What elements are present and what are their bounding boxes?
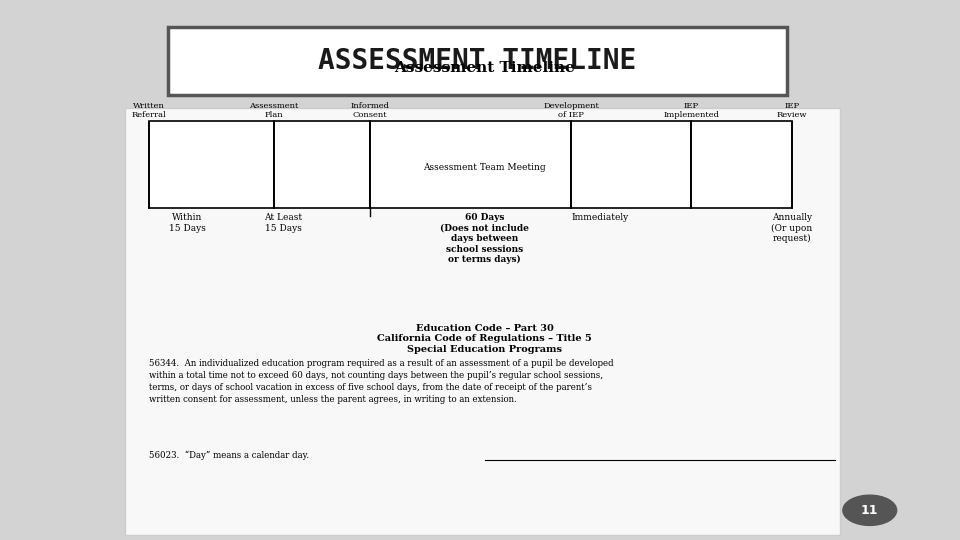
Text: Assessment Team Meeting: Assessment Team Meeting	[423, 163, 546, 172]
Text: 11: 11	[861, 504, 878, 517]
Text: Immediately: Immediately	[571, 213, 629, 222]
Text: 56023.  “Day” means a calendar day.: 56023. “Day” means a calendar day.	[149, 451, 309, 460]
Text: 56344.  An individualized education program required as a result of an assessmen: 56344. An individualized education progr…	[149, 359, 613, 403]
Text: Development
of IEP: Development of IEP	[543, 102, 599, 119]
Text: 60 Days
(Does not include
days between
school sessions
or terms days): 60 Days (Does not include days between s…	[441, 213, 529, 264]
Bar	[370, 122, 571, 208]
Text: Assessment Timeline: Assessment Timeline	[395, 60, 575, 75]
Text: Informed
Consent: Informed Consent	[350, 102, 389, 119]
Bar	[274, 122, 370, 208]
Text: At Least
15 Days: At Least 15 Days	[264, 213, 302, 233]
Bar	[149, 122, 274, 208]
Text: Written
Referral: Written Referral	[132, 102, 166, 119]
Text: Within
15 Days: Within 15 Days	[169, 213, 205, 233]
Text: Assessment
Plan: Assessment Plan	[249, 102, 299, 119]
Text: IEP
Implemented: IEP Implemented	[663, 102, 719, 119]
FancyBboxPatch shape	[125, 108, 840, 535]
FancyBboxPatch shape	[168, 27, 787, 94]
Bar	[571, 122, 691, 208]
Text: IEP
Review: IEP Review	[777, 102, 807, 119]
Text: Education Code – Part 30
California Code of Regulations – Title 5
Special Educat: Education Code – Part 30 California Code…	[377, 324, 592, 354]
Circle shape	[843, 495, 897, 525]
Bar	[691, 122, 792, 208]
Text: ASSESSMENT TIMELINE: ASSESSMENT TIMELINE	[319, 47, 636, 75]
Text: Annually
(Or upon
request): Annually (Or upon request)	[772, 213, 812, 244]
